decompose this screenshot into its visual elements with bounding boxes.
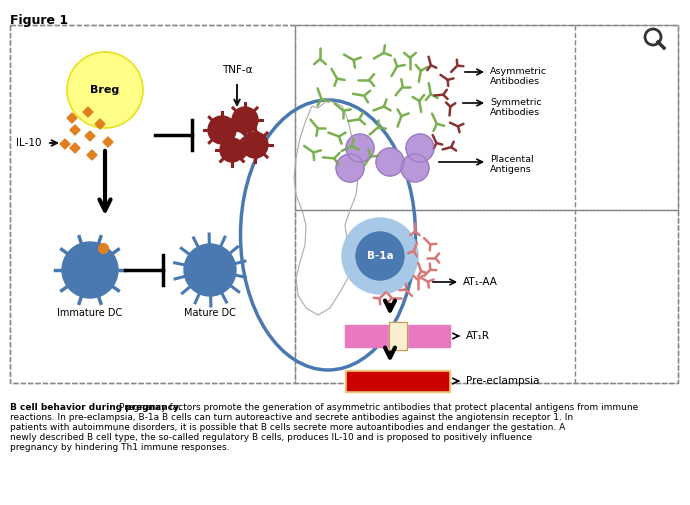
Bar xyxy=(10,25,295,383)
Bar xyxy=(347,372,448,390)
Bar xyxy=(345,325,450,347)
Circle shape xyxy=(220,138,244,162)
Circle shape xyxy=(232,107,258,133)
Circle shape xyxy=(336,154,364,182)
Polygon shape xyxy=(70,143,80,153)
Circle shape xyxy=(346,134,374,162)
Text: AT₁R: AT₁R xyxy=(466,331,490,341)
Bar xyxy=(10,25,678,383)
Polygon shape xyxy=(70,125,80,135)
Circle shape xyxy=(184,244,236,296)
Bar xyxy=(295,210,678,383)
Text: Placental
Antigens: Placental Antigens xyxy=(490,155,533,174)
Circle shape xyxy=(356,232,404,280)
Circle shape xyxy=(67,52,143,128)
Bar xyxy=(388,322,406,350)
Bar xyxy=(295,25,678,210)
Polygon shape xyxy=(83,107,93,117)
Text: pregnancy by hindering Th1 immune responses.: pregnancy by hindering Th1 immune respon… xyxy=(10,443,230,452)
Circle shape xyxy=(406,134,434,162)
Bar xyxy=(345,370,450,392)
Polygon shape xyxy=(67,113,77,123)
Text: patients with autoimmune disorders, it is possible that B cells secrete more aut: patients with autoimmune disorders, it i… xyxy=(10,423,565,432)
Text: Asymmetric
Antibodies: Asymmetric Antibodies xyxy=(490,67,547,86)
Circle shape xyxy=(242,132,268,158)
Polygon shape xyxy=(60,139,70,149)
Circle shape xyxy=(401,154,429,182)
Text: TNF-α: TNF-α xyxy=(221,65,253,75)
Circle shape xyxy=(62,242,118,298)
Text: reactions. In pre-eclampsia, B-1a B cells can turn autoreactive and secrete anti: reactions. In pre-eclampsia, B-1a B cell… xyxy=(10,413,573,422)
Bar xyxy=(388,322,406,350)
Text: B-1a: B-1a xyxy=(366,251,393,261)
Circle shape xyxy=(376,148,404,176)
Text: newly described B cell type, the so-called regulatory B cells, produces IL-10 an: newly described B cell type, the so-call… xyxy=(10,433,532,442)
Text: AT₁-AA: AT₁-AA xyxy=(463,277,498,287)
Text: B cell behavior during pregnancy.: B cell behavior during pregnancy. xyxy=(10,403,181,412)
Text: Figure 1: Figure 1 xyxy=(10,14,68,27)
Text: IL-10: IL-10 xyxy=(16,138,41,148)
Text: Pre-eclampsia: Pre-eclampsia xyxy=(466,376,540,386)
Circle shape xyxy=(208,116,236,144)
Polygon shape xyxy=(87,150,97,160)
Circle shape xyxy=(342,218,418,294)
Polygon shape xyxy=(103,137,113,147)
Text: Breg: Breg xyxy=(90,85,119,95)
Text: Pregnancy factors promote the generation of asymmetric antibodies that protect p: Pregnancy factors promote the generation… xyxy=(119,403,638,412)
Text: Immature DC: Immature DC xyxy=(57,308,123,318)
Polygon shape xyxy=(95,119,105,129)
Text: Mature DC: Mature DC xyxy=(184,308,236,318)
Text: Symmetric
Antibodies: Symmetric Antibodies xyxy=(490,98,542,117)
Polygon shape xyxy=(85,131,95,141)
